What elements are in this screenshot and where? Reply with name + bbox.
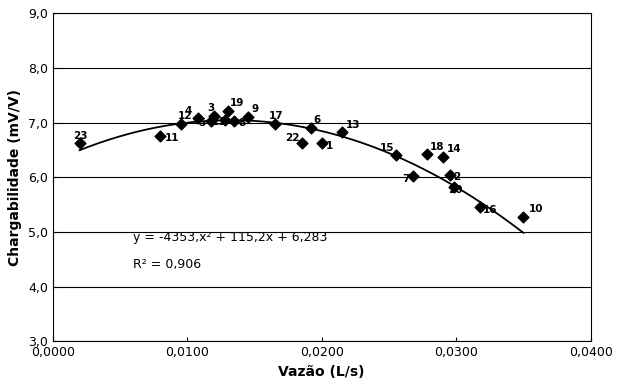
Text: 15: 15 bbox=[379, 143, 394, 153]
Text: 14: 14 bbox=[447, 144, 461, 154]
Point bbox=[337, 129, 347, 135]
Y-axis label: Chargabilidade (mV/V): Chargabilidade (mV/V) bbox=[8, 89, 22, 266]
Point bbox=[176, 121, 186, 127]
Point bbox=[222, 108, 232, 114]
Text: 18: 18 bbox=[429, 142, 444, 152]
Point bbox=[193, 115, 203, 122]
Point bbox=[317, 140, 327, 147]
Point bbox=[220, 117, 230, 123]
Point bbox=[207, 118, 217, 124]
Text: 6: 6 bbox=[314, 115, 321, 125]
Text: R² = 0,906: R² = 0,906 bbox=[134, 258, 202, 271]
Text: 10: 10 bbox=[529, 204, 543, 214]
Point bbox=[75, 140, 84, 147]
Text: 5: 5 bbox=[198, 118, 206, 128]
Point bbox=[422, 151, 432, 158]
Point bbox=[408, 173, 418, 179]
Text: y = -4353,x² + 115,2x + 6,283: y = -4353,x² + 115,2x + 6,283 bbox=[134, 231, 328, 244]
Point bbox=[229, 118, 239, 124]
Text: 22: 22 bbox=[286, 133, 300, 143]
Point bbox=[297, 140, 307, 147]
Text: 3: 3 bbox=[207, 103, 215, 113]
Point bbox=[476, 204, 486, 211]
Text: 7: 7 bbox=[402, 174, 410, 184]
Text: 13: 13 bbox=[346, 120, 360, 130]
Point bbox=[519, 214, 528, 220]
Text: 21: 21 bbox=[212, 117, 226, 127]
Text: 20: 20 bbox=[448, 185, 463, 195]
Text: 17: 17 bbox=[270, 111, 284, 121]
Point bbox=[270, 121, 279, 127]
Point bbox=[155, 133, 165, 139]
Point bbox=[391, 152, 401, 159]
Point bbox=[438, 153, 448, 159]
Point bbox=[243, 114, 253, 120]
Text: 16: 16 bbox=[483, 205, 497, 215]
Point bbox=[448, 184, 458, 190]
Point bbox=[306, 125, 316, 131]
X-axis label: Vazão (L/s): Vazão (L/s) bbox=[278, 365, 365, 378]
Text: 19: 19 bbox=[230, 98, 245, 108]
Text: 1: 1 bbox=[326, 140, 333, 151]
Text: 11: 11 bbox=[165, 133, 179, 143]
Text: 2: 2 bbox=[453, 172, 461, 182]
Text: 4: 4 bbox=[184, 106, 192, 116]
Text: 23: 23 bbox=[73, 131, 88, 140]
Point bbox=[445, 171, 455, 178]
Text: 9: 9 bbox=[252, 104, 259, 115]
Point bbox=[209, 113, 219, 119]
Text: 12: 12 bbox=[178, 111, 193, 121]
Text: 8: 8 bbox=[238, 118, 245, 128]
